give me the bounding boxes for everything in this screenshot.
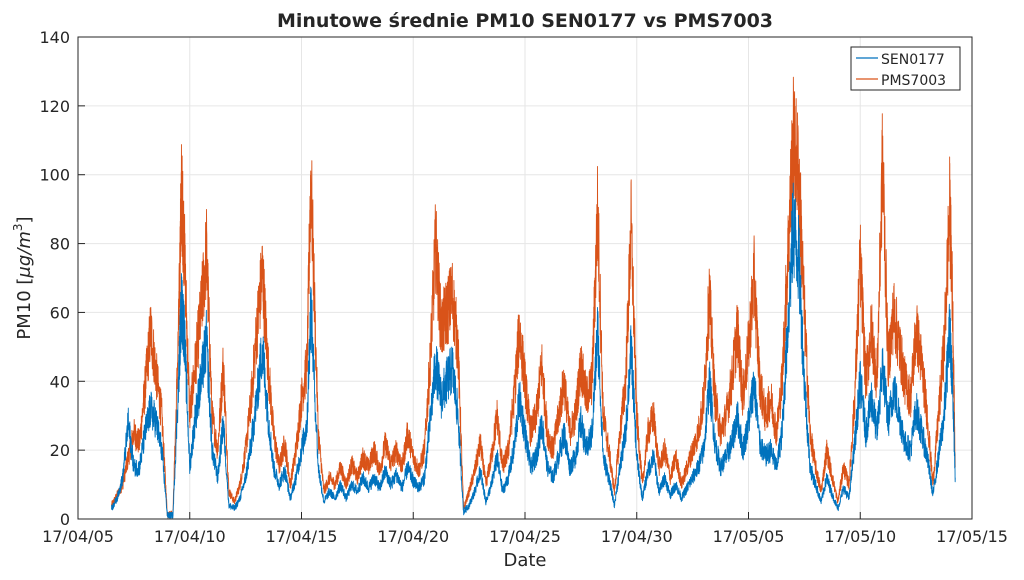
y-axis-label-text: PM10 [ [14, 278, 35, 340]
y-axis-label-close: ] [14, 216, 35, 223]
y-tick-label: 100 [39, 166, 70, 185]
y-tick-label: 0 [60, 510, 70, 529]
legend-box [850, 46, 961, 91]
x-tick-label: 17/04/20 [377, 527, 449, 546]
series-layer [111, 76, 956, 519]
y-tick-label: 20 [50, 441, 70, 460]
x-tick-label: 17/05/15 [936, 527, 1008, 546]
x-tick-label: 17/04/10 [154, 527, 226, 546]
x-tick-label: 17/04/05 [42, 527, 114, 546]
y-axis-label: PM10 [μg/m3] [11, 216, 35, 339]
y-tick-label: 80 [50, 235, 70, 254]
x-tick-label: 17/04/30 [601, 527, 673, 546]
legend-label-pms7003: PMS7003 [881, 73, 946, 89]
legend: SEN0177 PMS7003 [850, 46, 961, 91]
x-axis-label: Date [503, 550, 546, 571]
axis-layer: 0 20 40 60 80 100 120 140 17/04/05 17/04/10 17/04/… [39, 28, 1007, 546]
x-tick-label: 17/04/25 [489, 527, 561, 546]
y-tick-label: 40 [50, 372, 70, 391]
legend-label-sen0177: SEN0177 [881, 52, 945, 68]
series-line-pms7003 [111, 76, 956, 519]
y-axis-label-unit: μg/m [14, 231, 35, 278]
y-tick-label: 60 [50, 303, 70, 322]
x-tick-label: 17/04/15 [266, 527, 338, 546]
x-tick-label: 17/05/05 [713, 527, 785, 546]
y-tick-label: 140 [39, 28, 70, 47]
x-tick-label: 17/05/10 [824, 527, 896, 546]
series-line-sen0177 [111, 182, 956, 519]
y-axis-label-superscript: 3 [11, 223, 25, 231]
chart-title: Minutowe średnie PM10 SEN0177 vs PMS7003 [277, 10, 773, 32]
y-tick-label: 120 [39, 97, 70, 116]
